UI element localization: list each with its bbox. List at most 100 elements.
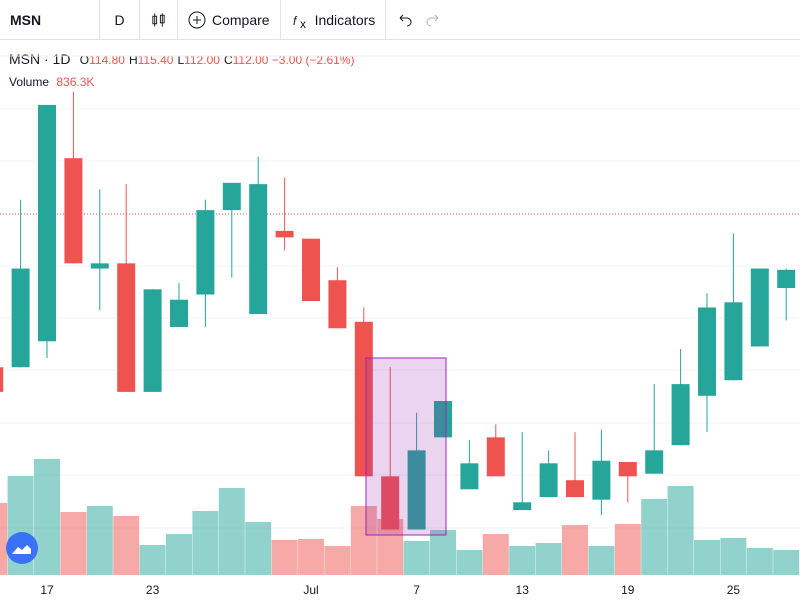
- candle-body: [618, 462, 637, 477]
- volume-bar: [0, 503, 8, 575]
- ohlc-key: O: [79, 53, 90, 67]
- indicators-label: Indicators: [314, 11, 376, 28]
- candle-body: [328, 280, 347, 329]
- candle-body: [777, 269, 796, 289]
- volume-bar: [34, 459, 60, 575]
- volume-bar: [430, 530, 456, 575]
- candle-body: [275, 230, 294, 238]
- chart: 17 23 Jul 7 13 19 25: [0, 55, 800, 597]
- volume-bar: [667, 486, 694, 575]
- volume-bar: [509, 546, 536, 575]
- volume-bar: [456, 550, 483, 575]
- candle-body: [486, 437, 505, 477]
- x-tick-label: 25: [727, 583, 741, 597]
- candle-body: [671, 384, 690, 446]
- candle-body: [64, 158, 83, 264]
- plus-icon: [188, 11, 206, 28]
- svg-text:x: x: [300, 17, 306, 29]
- undo-icon[interactable]: [396, 11, 414, 29]
- svg-text:f: f: [293, 14, 298, 28]
- candle-body: [460, 463, 479, 490]
- volume-row: Volume 836.3K: [9, 71, 355, 93]
- volume-bar: [245, 522, 272, 575]
- candle-body: [302, 238, 320, 302]
- candle-body: [566, 480, 584, 498]
- candle-body: [539, 463, 558, 498]
- volume-bar: [139, 545, 166, 575]
- volume-value: 836.3K: [56, 75, 95, 89]
- volume-bar: [324, 546, 351, 575]
- candle-body: [381, 476, 400, 530]
- candle-body: [38, 104, 56, 342]
- volume-label: Volume: [9, 75, 50, 89]
- candle-body: [724, 302, 743, 381]
- volume-bar: [694, 540, 720, 575]
- compare-button[interactable]: Compare: [178, 0, 281, 39]
- candle-body: [407, 450, 426, 530]
- redo-icon[interactable]: [424, 11, 442, 29]
- volume-bar: [113, 516, 140, 575]
- volume-bar: [350, 506, 377, 575]
- volume-bar: [482, 534, 509, 575]
- volume-bar: [588, 546, 615, 575]
- x-tick-label: 17: [40, 583, 54, 597]
- volume-bar: [746, 548, 773, 575]
- volume-bar: [562, 525, 588, 575]
- x-tick-label: 23: [146, 583, 160, 597]
- logo[interactable]: [6, 532, 38, 564]
- candle-body: [117, 263, 136, 392]
- candle-layer: [0, 91, 796, 530]
- x-tick-label: Jul: [303, 583, 318, 597]
- candle-icon: [152, 12, 165, 27]
- x-tick-label: 7: [413, 583, 420, 597]
- logo-circle: [6, 532, 38, 564]
- volume-bar: [192, 511, 219, 575]
- candle-body: [592, 460, 611, 500]
- volume-bar: [641, 499, 668, 575]
- x-tick-label: 19: [621, 583, 635, 597]
- volume-bar: [60, 512, 87, 575]
- symbol: MSN: [10, 11, 42, 28]
- candle-body: [11, 268, 30, 368]
- volume-bar: [614, 524, 641, 575]
- legend-title: MSN · 1D: [9, 51, 71, 67]
- candle-body: [196, 210, 215, 295]
- candle-body: [645, 450, 664, 474]
- candle-body: [170, 299, 188, 327]
- candle-body: [354, 321, 373, 477]
- volume-bar: [773, 550, 800, 575]
- ohlc-key: C: [223, 53, 233, 67]
- symbol-button[interactable]: MSN: [0, 0, 100, 39]
- highlight-rectangle[interactable]: [365, 357, 447, 536]
- interval-button[interactable]: D: [100, 0, 140, 39]
- volume-bar: [403, 541, 430, 575]
- volume-bar: [720, 538, 747, 575]
- chart-type-button[interactable]: [140, 0, 178, 39]
- candle-body: [0, 367, 4, 392]
- volume-bar: [86, 506, 113, 575]
- interval: D: [114, 11, 125, 28]
- ohlc-key: L: [177, 53, 185, 67]
- volume-bar: [535, 543, 562, 575]
- ohlc-key: H: [128, 53, 138, 67]
- undo-redo: [386, 0, 452, 39]
- candle-body: [750, 268, 769, 347]
- x-tick-label: 13: [516, 583, 530, 597]
- compare-label: Compare: [212, 11, 270, 28]
- x-axis: 17 23 Jul 7 13 19 25: [40, 583, 740, 597]
- volume-bar: [271, 540, 298, 575]
- candle-body: [90, 263, 109, 269]
- candle-body: [249, 184, 268, 314]
- candle-body: [222, 182, 241, 211]
- candle-body: [143, 289, 162, 392]
- candle-body: [698, 307, 716, 396]
- volume-bar: [298, 539, 324, 575]
- volume-bar: [218, 488, 245, 575]
- logo-mark: [12, 545, 31, 554]
- candle-body: [434, 400, 452, 438]
- volume-bar: [166, 534, 192, 575]
